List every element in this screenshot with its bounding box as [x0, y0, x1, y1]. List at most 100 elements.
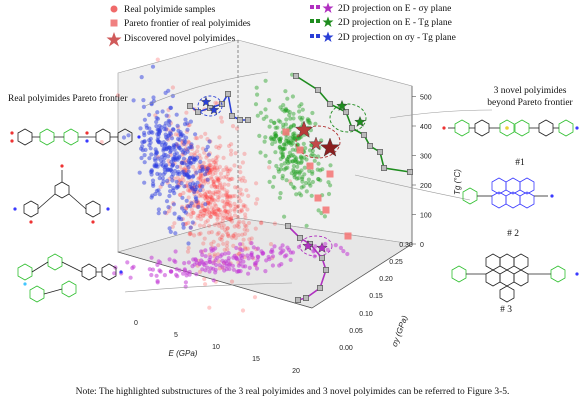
- legend-item-samples: Real polyimide samples: [110, 5, 216, 15]
- data-point: [254, 266, 260, 271]
- data-point: [236, 221, 241, 226]
- data-point: [209, 205, 214, 210]
- data-point: [227, 200, 232, 205]
- data-point: [152, 163, 157, 168]
- data-point: [208, 168, 214, 173]
- data-point: [267, 124, 272, 129]
- data-point: [206, 163, 211, 168]
- data-point: [302, 155, 307, 160]
- data-point: [170, 85, 175, 90]
- data-point: [200, 184, 205, 189]
- data-point: [280, 107, 285, 112]
- data-point: [164, 199, 170, 204]
- data-point: [186, 158, 191, 163]
- data-point: [205, 218, 210, 223]
- data-point: [163, 164, 168, 169]
- data-point: [249, 241, 254, 246]
- data-point: [183, 280, 188, 285]
- data-point: [241, 237, 246, 242]
- pareto-projection-square: [195, 109, 201, 115]
- data-point: [237, 191, 242, 196]
- data-point: [241, 259, 246, 264]
- data-point: [216, 259, 221, 264]
- data-point: [253, 102, 259, 107]
- data-point: [225, 247, 230, 252]
- data-point: [198, 192, 204, 198]
- data-point: [224, 165, 229, 170]
- pareto-projection-square: [327, 101, 333, 107]
- data-point: [217, 236, 223, 241]
- data-point: [188, 231, 193, 236]
- data-point: [239, 208, 244, 214]
- data-point: [333, 243, 338, 248]
- data-point: [181, 156, 186, 161]
- data-point: [292, 173, 297, 178]
- data-point: [243, 247, 248, 252]
- data-point: [242, 245, 247, 250]
- data-point: [174, 112, 179, 117]
- data-point: [221, 213, 226, 218]
- data-point: [168, 229, 173, 234]
- pareto-frontier-point: [344, 232, 352, 240]
- data-point: [163, 141, 168, 146]
- data-point: [294, 159, 299, 165]
- data-point: [291, 122, 296, 128]
- data-point: [243, 223, 248, 228]
- data-point: [193, 136, 198, 141]
- data-point: [167, 193, 172, 199]
- data-point: [220, 233, 225, 238]
- cloud-projection-y-tg: [121, 64, 212, 246]
- data-point: [273, 150, 278, 155]
- data-point: [195, 215, 200, 221]
- data-point: [255, 254, 260, 259]
- data-point: [222, 187, 227, 192]
- right-panel-title-line1: 3 novel polyimides: [494, 86, 567, 96]
- pareto-projection-square: [229, 113, 235, 119]
- data-point: [262, 139, 267, 144]
- data-point: [222, 209, 227, 214]
- data-point: [149, 168, 154, 173]
- data-point: [207, 213, 212, 218]
- data-point: [157, 192, 162, 197]
- data-point: [184, 273, 189, 278]
- data-point: [206, 152, 211, 157]
- data-point: [195, 180, 200, 185]
- data-point: [205, 195, 210, 201]
- data-point: [229, 219, 235, 224]
- data-point: [273, 139, 278, 144]
- data-point: [286, 140, 291, 145]
- data-point: [193, 257, 198, 262]
- data-point: [215, 179, 220, 184]
- data-point: [198, 177, 203, 182]
- left-callout-curve: [144, 71, 269, 107]
- data-point: [272, 221, 277, 226]
- data-point: [178, 192, 183, 197]
- data-point: [258, 110, 263, 115]
- data-point: [178, 192, 183, 197]
- data-point: [225, 231, 230, 237]
- data-point: [267, 165, 272, 170]
- data-point: [204, 260, 209, 266]
- pareto-projection-square: [343, 109, 349, 115]
- data-point: [269, 135, 274, 140]
- data-point: [270, 141, 275, 147]
- data-point: [230, 176, 235, 181]
- data-point: [280, 243, 285, 248]
- data-point: [201, 213, 206, 218]
- data-point: [176, 155, 181, 160]
- data-point: [245, 246, 250, 251]
- data-point: [283, 166, 288, 171]
- data-point: [238, 242, 243, 247]
- data-point: [231, 233, 236, 238]
- data-point: [287, 179, 292, 184]
- data-point: [292, 158, 297, 163]
- data-point: [167, 183, 172, 189]
- data-point: [152, 156, 157, 161]
- data-point: [211, 190, 216, 195]
- data-point: [283, 106, 288, 111]
- data-point: [217, 187, 222, 192]
- data-point: [183, 117, 188, 122]
- data-point: [238, 258, 243, 263]
- data-point: [154, 119, 159, 125]
- data-point: [215, 217, 220, 222]
